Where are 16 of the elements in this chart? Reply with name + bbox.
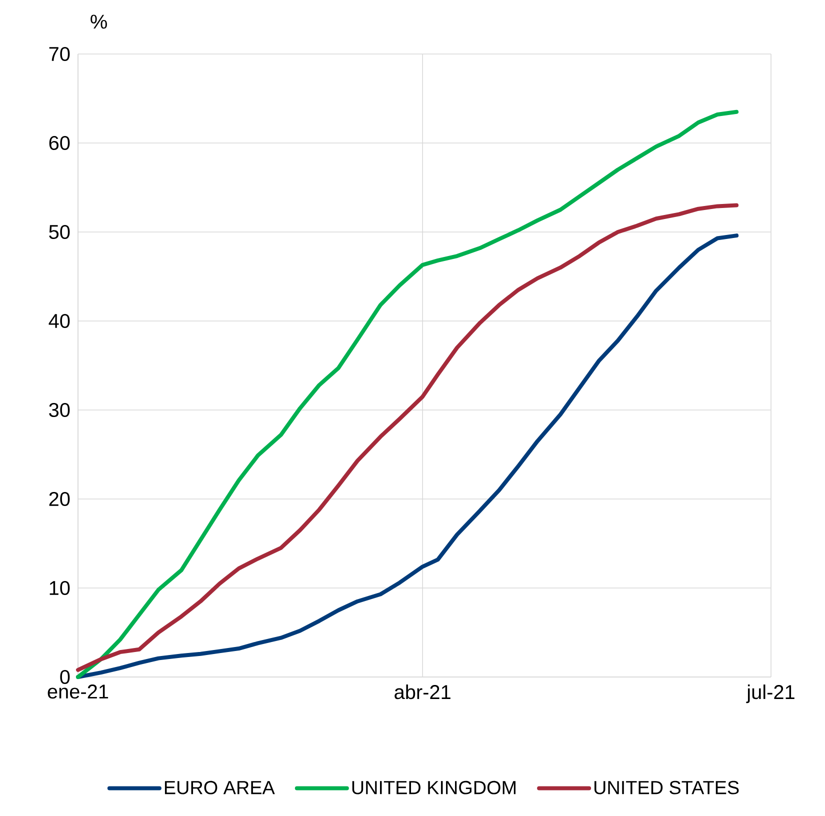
y-tick-label: 30 xyxy=(49,402,70,418)
legend-label: UNITED STATES xyxy=(594,780,739,794)
x-tick-label: ene-21 xyxy=(48,684,108,699)
y-tick-label: 10 xyxy=(50,580,70,596)
x-tick-label: jul-21 xyxy=(746,684,794,704)
line-series xyxy=(76,110,739,679)
y-axis-title: % xyxy=(90,14,107,29)
y-tick-label: 40 xyxy=(48,314,70,328)
y-tick-label: 70 xyxy=(49,46,70,62)
y-tick-label: 60 xyxy=(49,136,70,150)
y-tick-label: 0 xyxy=(60,670,70,684)
legend-label: UNITED KINGDOM xyxy=(352,780,516,794)
legend-label: EURO AREA xyxy=(164,780,275,794)
y-tick-label: 20 xyxy=(49,492,70,506)
y-tick-label: 50 xyxy=(49,224,70,240)
x-tick-label: abr-21 xyxy=(394,684,450,700)
